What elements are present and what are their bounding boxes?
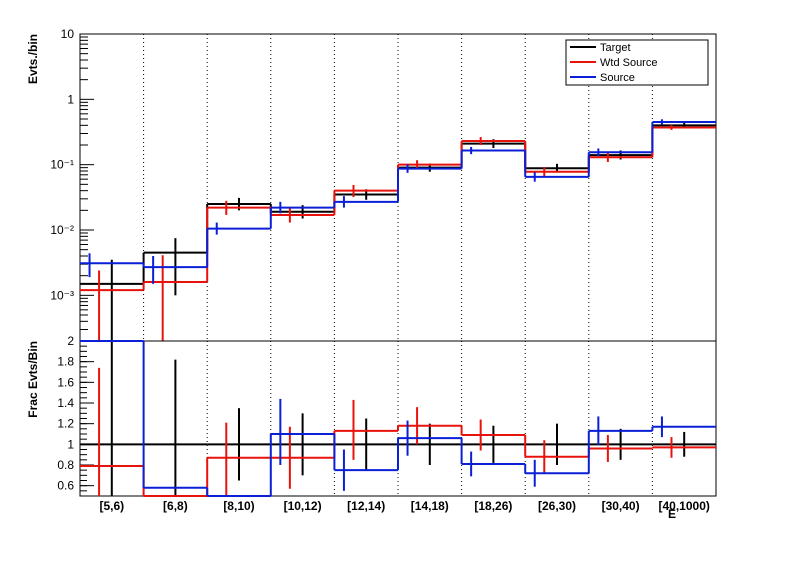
y-tick-label: 10⁻³ bbox=[50, 288, 74, 302]
legend: Target Wtd Source Source bbox=[565, 39, 709, 86]
y-tick-label: 10 bbox=[61, 27, 75, 41]
legend-label: Wtd Source bbox=[600, 57, 657, 69]
x-category-label: [10,12) bbox=[284, 499, 322, 513]
x-category-label: [18,26) bbox=[474, 499, 512, 513]
series-wtd-source bbox=[80, 124, 716, 341]
x-category-label: [14,18) bbox=[411, 499, 449, 513]
top-y-axis-label: Evts./bin bbox=[26, 34, 40, 84]
y-tick-label: 10⁻¹ bbox=[50, 158, 74, 172]
y-tick-label: 1.4 bbox=[57, 396, 74, 410]
series-source bbox=[80, 340, 716, 497]
x-category-label: [8,10) bbox=[223, 499, 254, 513]
y-tick-label: 1 bbox=[67, 437, 74, 451]
y-tick-label: 2 bbox=[67, 334, 74, 348]
x-category-label: [6,8) bbox=[163, 499, 188, 513]
y-tick-label: 10⁻² bbox=[50, 223, 74, 237]
x-category-label: [5,6) bbox=[99, 499, 124, 513]
x-category-label: [30,40) bbox=[602, 499, 640, 513]
y-tick-label: 1.8 bbox=[57, 355, 74, 369]
y-tick-label: 0.8 bbox=[57, 458, 74, 472]
series-wtd-source bbox=[80, 367, 716, 497]
x-category-label: [40,1000) bbox=[659, 499, 710, 513]
bottom-panel: 0.6 0.8 1 1.2 1.4 1.6 1.8 2 Frac Evts/Bin E [5,6) [… bbox=[26, 334, 717, 521]
series-target bbox=[80, 341, 716, 496]
y-tick-label: 1.2 bbox=[57, 417, 74, 431]
bottom-y-axis-label: Frac Evts/Bin bbox=[26, 341, 40, 418]
y-tick-label: 0.6 bbox=[57, 479, 74, 493]
series-target bbox=[80, 122, 716, 341]
y-tick-label: 1 bbox=[67, 92, 74, 106]
series-source bbox=[80, 119, 716, 284]
x-axis-label: E bbox=[668, 507, 676, 521]
legend-label: Source bbox=[600, 72, 635, 84]
legend-label: Target bbox=[600, 42, 631, 54]
x-category-label: [26,30) bbox=[538, 499, 576, 513]
top-panel: 10 1 10⁻¹ 10⁻² 10⁻³ Evts./bin bbox=[26, 27, 717, 342]
x-category-label: [12,14) bbox=[347, 499, 385, 513]
y-tick-label: 1.6 bbox=[57, 375, 74, 389]
